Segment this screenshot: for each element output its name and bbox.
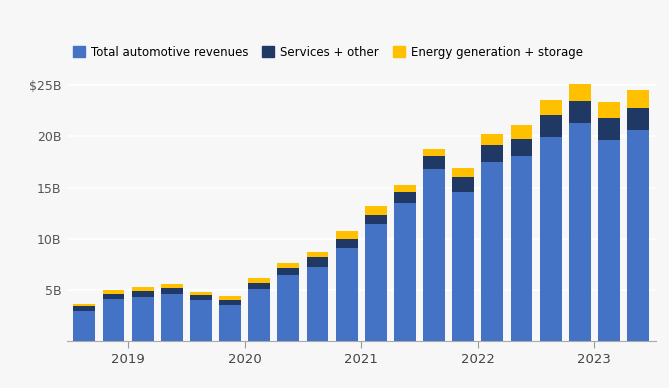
Bar [132, 291, 154, 297]
Bar [306, 252, 328, 257]
Bar [482, 133, 503, 145]
Bar [365, 215, 387, 224]
Bar [161, 284, 183, 288]
Bar [628, 108, 649, 130]
Bar [278, 268, 299, 275]
Bar [423, 156, 445, 169]
Bar [598, 140, 620, 341]
Bar [278, 275, 299, 341]
Bar [628, 90, 649, 108]
Bar [248, 289, 270, 341]
Bar [569, 85, 591, 101]
Bar [394, 192, 416, 203]
Bar [394, 185, 416, 192]
Bar [336, 230, 358, 239]
Bar [510, 125, 533, 139]
Bar [74, 306, 95, 311]
Bar [102, 294, 124, 300]
Bar [394, 203, 416, 341]
Bar [132, 297, 154, 341]
Bar [510, 156, 533, 341]
Bar [306, 257, 328, 267]
Bar [74, 311, 95, 341]
Bar [540, 137, 562, 341]
Bar [569, 101, 591, 123]
Bar [540, 115, 562, 137]
Bar [365, 206, 387, 215]
Bar [278, 263, 299, 268]
Bar [452, 168, 474, 177]
Bar [74, 303, 95, 306]
Bar [306, 267, 328, 341]
Bar [423, 169, 445, 341]
Legend: Total automotive revenues, Services + other, Energy generation + storage: Total automotive revenues, Services + ot… [73, 45, 583, 59]
Bar [452, 177, 474, 192]
Bar [598, 118, 620, 140]
Bar [336, 239, 358, 248]
Bar [248, 278, 270, 283]
Bar [102, 290, 124, 294]
Bar [102, 300, 124, 341]
Bar [452, 192, 474, 341]
Bar [482, 145, 503, 162]
Bar [510, 139, 533, 156]
Bar [190, 292, 212, 295]
Bar [248, 283, 270, 289]
Bar [161, 294, 183, 341]
Bar [219, 300, 241, 305]
Bar [190, 295, 212, 300]
Bar [482, 162, 503, 341]
Bar [132, 287, 154, 291]
Bar [598, 102, 620, 118]
Bar [219, 305, 241, 341]
Bar [628, 130, 649, 341]
Bar [161, 288, 183, 294]
Bar [190, 300, 212, 341]
Bar [336, 248, 358, 341]
Bar [219, 296, 241, 300]
Bar [540, 100, 562, 115]
Bar [423, 149, 445, 156]
Bar [365, 224, 387, 341]
Bar [569, 123, 591, 341]
